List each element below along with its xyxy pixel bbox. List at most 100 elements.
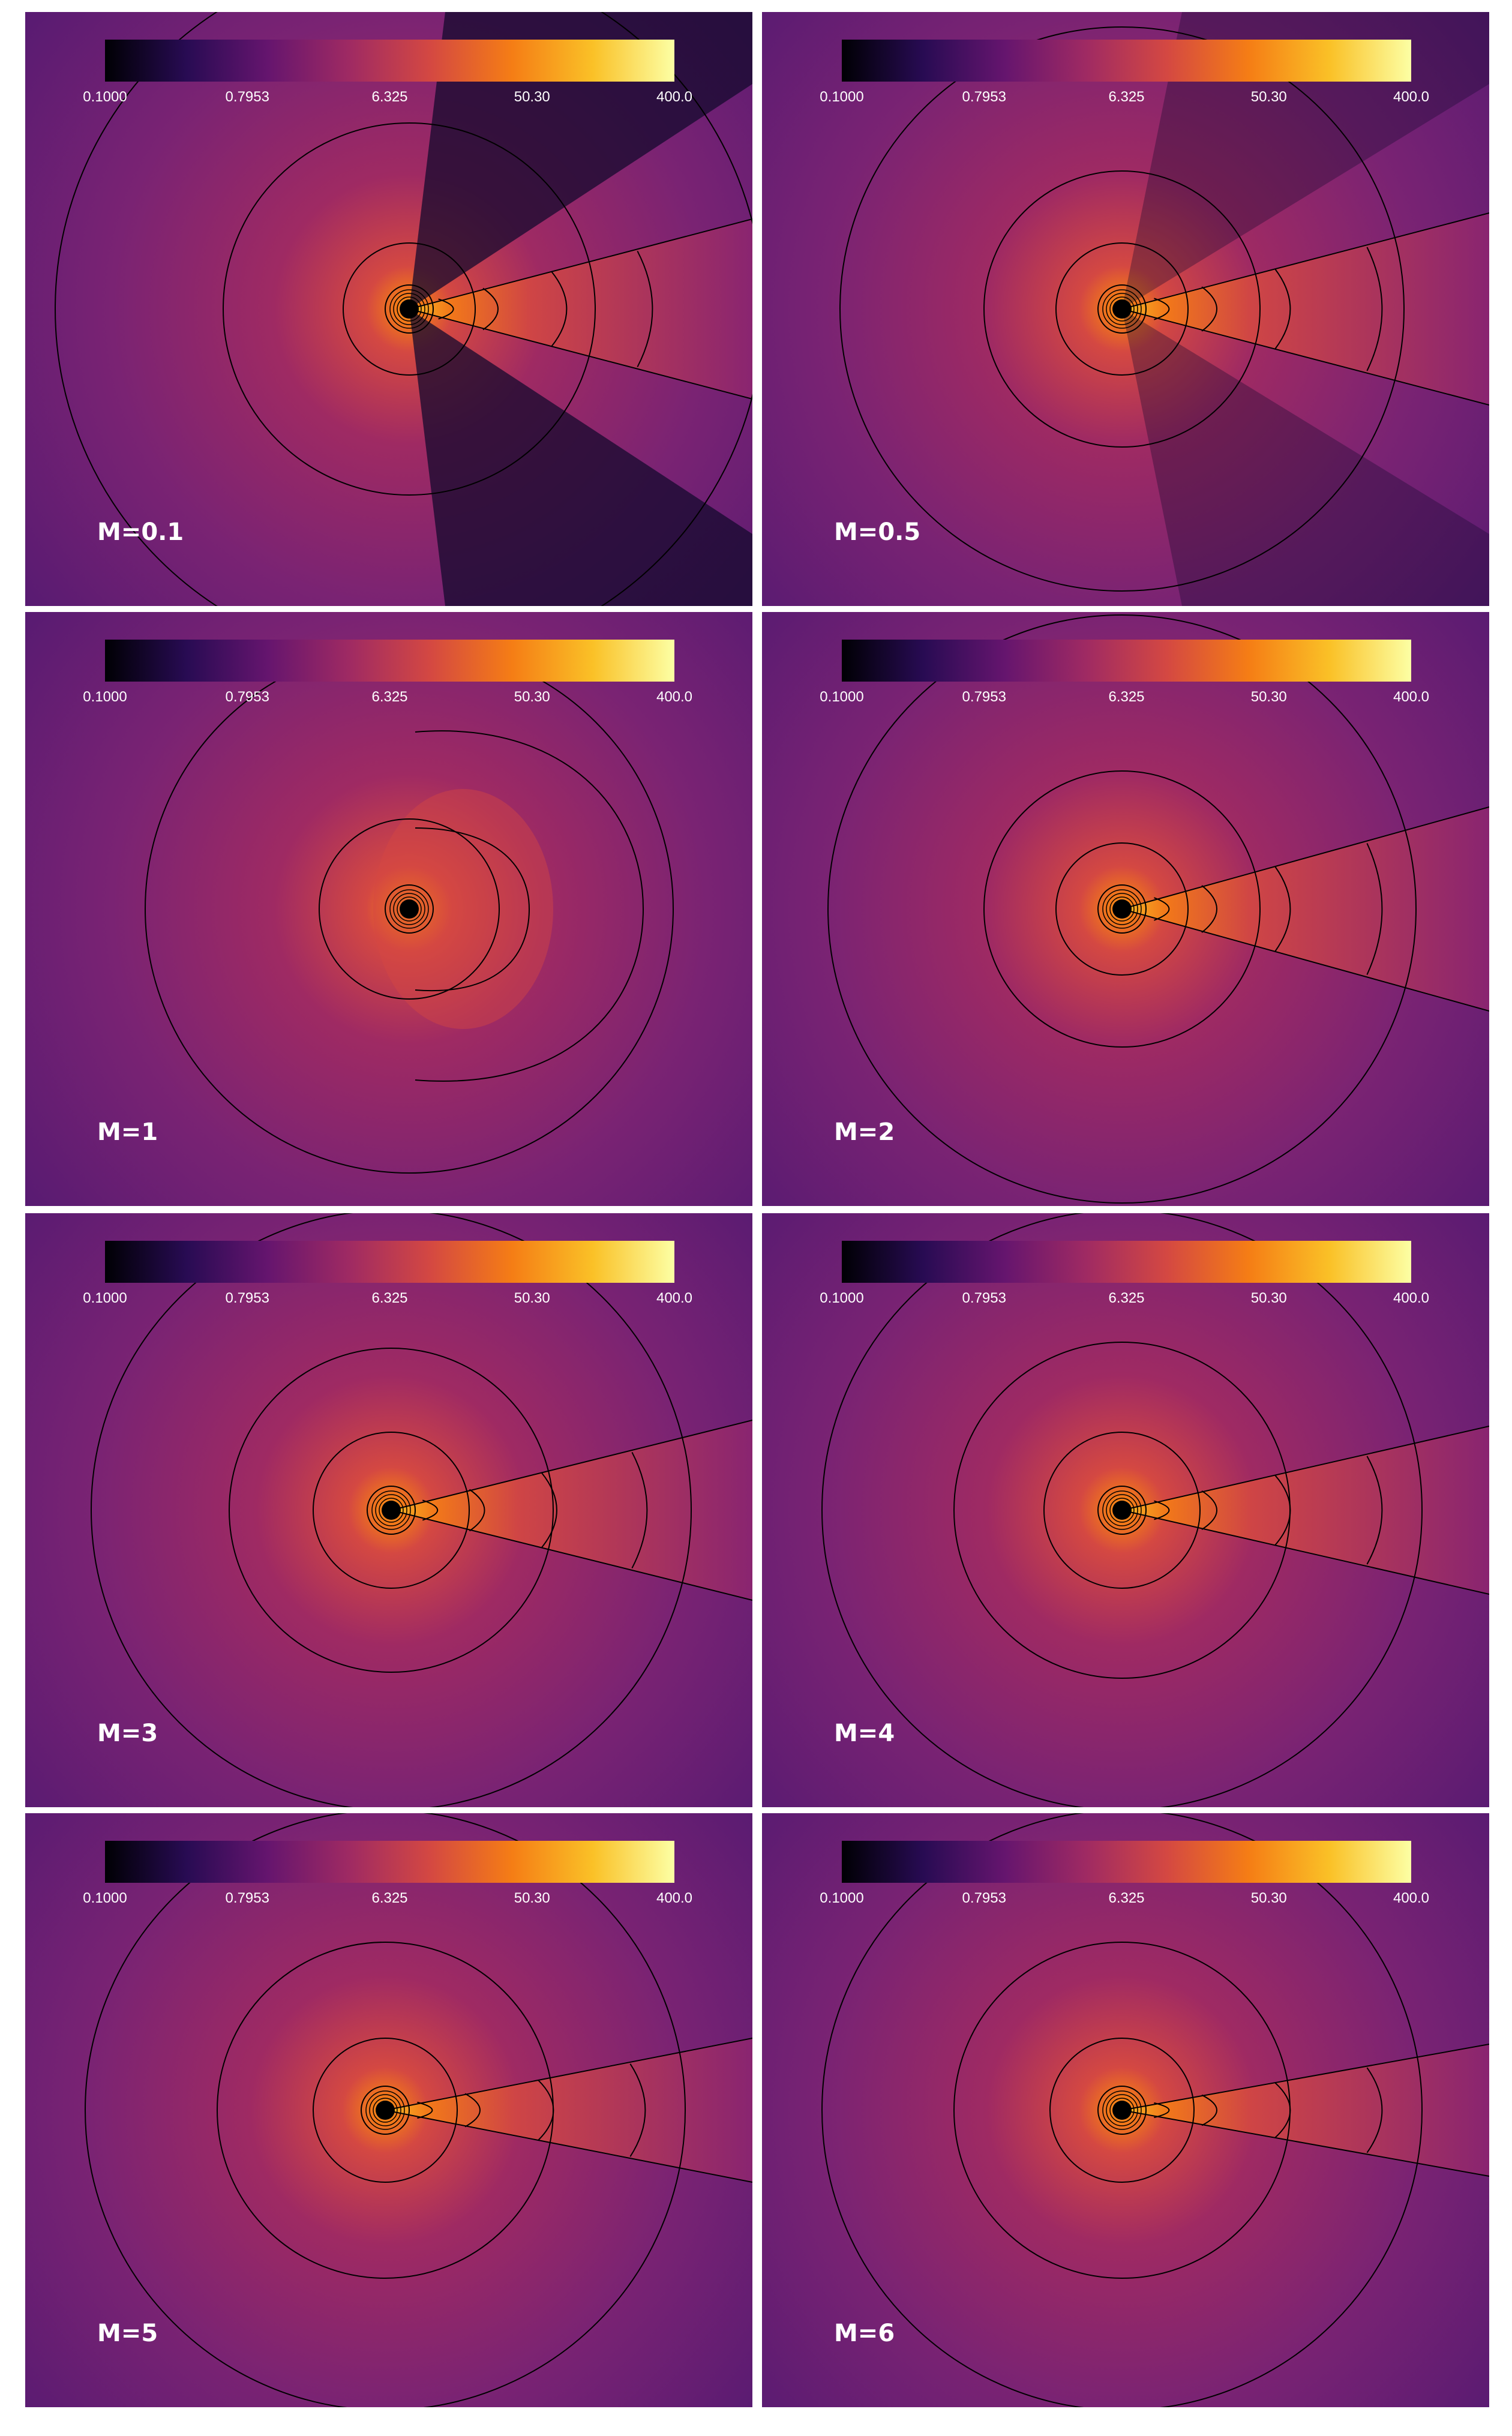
colorbar-tick-label: 0.7953: [962, 1890, 1006, 1906]
wake-cone: [1122, 1426, 1489, 1594]
colorbar-tick-label: 6.325: [1108, 1890, 1145, 1906]
colorbar-ticks: 0.1000 0.7953 6.325 50.30 400.0: [820, 1890, 1429, 1914]
colorbar-tick-label: 50.30: [1250, 689, 1287, 705]
colorbar-tick-label: 0.1000: [820, 1890, 864, 1906]
panel-7: 0.1000 0.7953 6.325 50.30 400.0 M=5: [25, 1813, 752, 2407]
colorbar-tick-label: 6.325: [371, 1290, 408, 1306]
density-field: [25, 1813, 752, 2407]
colorbar-tick-label: 6.325: [1108, 89, 1145, 105]
colorbar-tick-label: 6.325: [371, 89, 408, 105]
colorbar: [105, 640, 674, 682]
contour-line: [319, 818, 500, 1000]
colorbar-tick-label: 50.30: [1250, 1890, 1287, 1906]
colorbar-tick-label: 400.0: [656, 89, 693, 105]
colorbar-tick-label: 50.30: [514, 89, 550, 105]
colorbar-tick-label: 6.325: [1108, 689, 1145, 705]
contour-line: [1097, 284, 1147, 334]
contour-line: [821, 1813, 1423, 2407]
colorbar-tick-label: 0.7953: [962, 1290, 1006, 1306]
wake-cone: [1122, 2044, 1489, 2176]
colorbar-tick-label: 0.1000: [83, 689, 127, 705]
colorbar-tick-label: 50.30: [514, 1890, 550, 1906]
singularity-core: [1112, 899, 1132, 919]
contour-line: [1097, 1486, 1147, 1535]
contour-line: [1097, 884, 1147, 934]
singularity-core: [400, 899, 419, 919]
density-field: [762, 12, 1489, 606]
colorbar-tick-label: 400.0: [1393, 1290, 1430, 1306]
contour-line: [953, 1342, 1291, 1679]
panel-6: 0.1000 0.7953 6.325 50.30 400.0 M=4: [762, 1213, 1489, 1807]
colorbar-tick-label: 50.30: [1250, 89, 1287, 105]
colorbar-ticks: 0.1000 0.7953 6.325 50.30 400.0: [820, 689, 1429, 713]
contour-line: [361, 2086, 410, 2135]
contour-line: [385, 284, 434, 334]
colorbar-tick-label: 0.7953: [225, 89, 269, 105]
colorbar-tick-label: 0.1000: [83, 1890, 127, 1906]
contour-line: [983, 770, 1261, 1048]
contour-line: [55, 12, 752, 606]
colorbar: [842, 40, 1411, 82]
panel-3: 0.1000 0.7953 6.325 50.30 400.0 M=1: [25, 612, 752, 1206]
contour-line: [217, 1942, 554, 2279]
colorbar-tick-label: 0.7953: [225, 1290, 269, 1306]
colorbar: [105, 1841, 674, 1883]
colorbar-tick-label: 50.30: [514, 689, 550, 705]
colorbar-tick-label: 0.1000: [820, 89, 864, 105]
colorbar: [842, 1841, 1411, 1883]
contour-line: [229, 1348, 554, 1673]
contour-line: [839, 26, 1405, 592]
contour-line: [1043, 1432, 1201, 1589]
contour-line: [385, 884, 434, 934]
density-field: [25, 1213, 752, 1807]
contour-line: [91, 1213, 692, 1807]
colorbar-tick-label: 6.325: [1108, 1290, 1145, 1306]
colorbar-tick-label: 50.30: [1250, 1290, 1287, 1306]
contour-line: [821, 1213, 1423, 1807]
mach-label: M=0.5: [834, 518, 921, 546]
colorbar-ticks: 0.1000 0.7953 6.325 50.30 400.0: [820, 1290, 1429, 1314]
contour-line: [313, 1432, 470, 1589]
colorbar-tick-label: 6.325: [371, 1890, 408, 1906]
density-field: [762, 1813, 1489, 2407]
density-field: [25, 612, 752, 1206]
colorbar-tick-label: 0.1000: [83, 89, 127, 105]
mach-label: M=4: [834, 1720, 895, 1747]
wake-cone: [385, 2038, 752, 2182]
contour-line: [1055, 842, 1189, 976]
colorbar-ticks: 0.1000 0.7953 6.325 50.30 400.0: [820, 89, 1429, 113]
density-field: [762, 612, 1489, 1206]
density-field: [25, 12, 752, 606]
panel-4: 0.1000 0.7953 6.325 50.30 400.0 M=2: [762, 612, 1489, 1206]
colorbar-ticks: 0.1000 0.7953 6.325 50.30 400.0: [83, 89, 692, 113]
colorbar-tick-label: 0.1000: [83, 1290, 127, 1306]
mach-label: M=2: [834, 1118, 895, 1146]
contour-line: [983, 170, 1261, 448]
panel-8: 0.1000 0.7953 6.325 50.30 400.0 M=6: [762, 1813, 1489, 2407]
singularity-core: [376, 2101, 395, 2120]
colorbar-tick-label: 0.1000: [820, 1290, 864, 1306]
colorbar-tick-label: 400.0: [1393, 89, 1430, 105]
density-field: [762, 1213, 1489, 1807]
singularity-core: [1112, 2101, 1132, 2120]
contour-line: [313, 2038, 458, 2183]
colorbar-tick-label: 400.0: [656, 1290, 693, 1306]
panel-2: 0.1000 0.7953 6.325 50.30 400.0 M=0.5: [762, 12, 1489, 606]
colorbar: [105, 1241, 674, 1283]
colorbar-tick-label: 0.7953: [962, 689, 1006, 705]
wake-cone: [1122, 807, 1489, 1011]
contour-line: [1055, 242, 1189, 376]
colorbar-tick-label: 6.325: [371, 689, 408, 705]
singularity-core: [400, 299, 419, 319]
contour-line: [953, 1942, 1291, 2279]
colorbar: [842, 640, 1411, 682]
colorbar-tick-label: 400.0: [1393, 1890, 1430, 1906]
mach-label: M=5: [97, 2320, 158, 2347]
wake-cone: [391, 1420, 752, 1600]
contour-line: [343, 242, 476, 376]
contour-line: [1097, 2086, 1147, 2135]
colorbar: [105, 40, 674, 82]
colorbar-tick-label: 400.0: [656, 689, 693, 705]
colorbar: [842, 1241, 1411, 1283]
